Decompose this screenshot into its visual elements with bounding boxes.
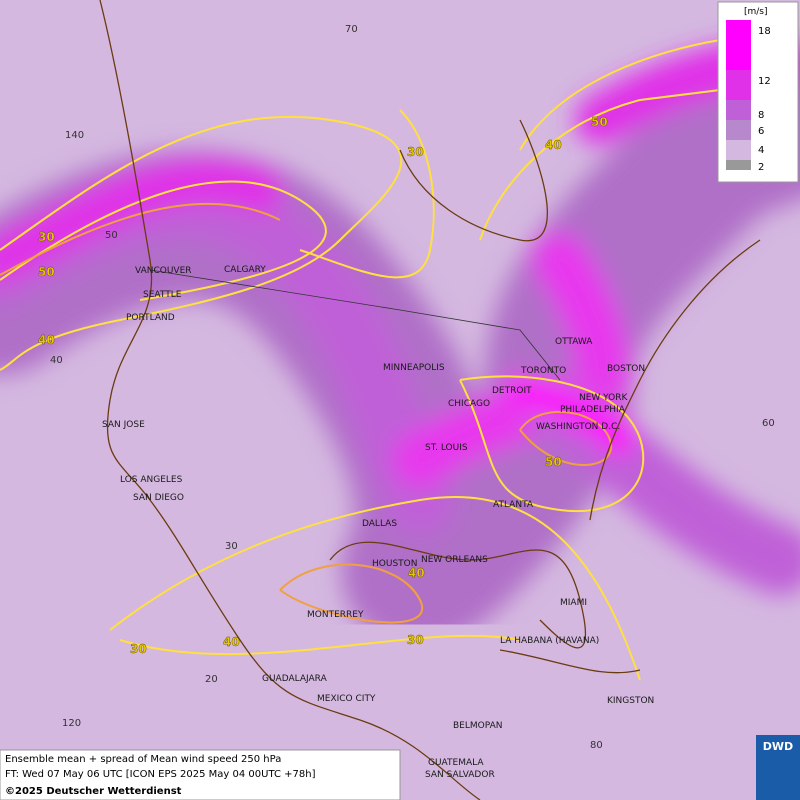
isotachs (0, 39, 721, 681)
city-label: GUADALAJARA (262, 674, 328, 684)
city-label: NEW YORK (579, 393, 629, 403)
contour-label: 30 (130, 642, 147, 656)
city-label: MIAMI (560, 598, 587, 608)
legend-label: 4 (758, 145, 764, 156)
city-label: SAN DIEGO (133, 493, 184, 503)
grid-label: 70 (345, 24, 358, 35)
legend-label: 6 (758, 126, 764, 137)
grid-label: 60 (762, 418, 775, 429)
city-label: CALGARY (224, 265, 266, 275)
contour-label: 40 (408, 566, 425, 580)
city-label: VANCOUVER (135, 266, 192, 276)
footer-time: FT: Wed 07 May 06 UTC [ICON EPS 2025 May… (5, 769, 316, 780)
city-label: SAN JOSE (102, 420, 145, 430)
legend-label: 18 (758, 26, 771, 37)
border (149, 269, 561, 381)
city-label: OTTAWA (555, 337, 593, 347)
contour-label: 40 (38, 333, 55, 347)
contour-label: 40 (223, 635, 240, 649)
grid-label: 120 (62, 718, 81, 729)
contour-label: 50 (591, 115, 608, 129)
grid-label: 30 (225, 541, 238, 552)
city-label: SAN SALVADOR (425, 770, 495, 780)
city-label: TORONTO (520, 366, 566, 376)
city-label: NEW ORLEANS (421, 555, 488, 565)
city-label: MEXICO CITY (317, 694, 376, 704)
logo-text: DWD (763, 740, 793, 753)
grid-label: 140 (65, 130, 84, 141)
city-label: KINGSTON (607, 696, 654, 706)
contour-label: 50 (545, 455, 562, 469)
contour-label: 50 (38, 265, 55, 279)
isotachs-50 (0, 202, 613, 624)
logo-box (756, 735, 800, 800)
legend-label: 12 (758, 76, 771, 87)
legend-label: 8 (758, 110, 764, 121)
city-label: PORTLAND (126, 313, 175, 323)
contour-label: 30 (38, 230, 55, 244)
city-label: ST. LOUIS (425, 443, 468, 453)
footer-title: Ensemble mean + spread of Mean wind spee… (5, 754, 281, 765)
city-label: LA HABANA (HAVANA) (500, 636, 599, 646)
grid-label: 80 (590, 740, 603, 751)
grid-label: 20 (205, 674, 218, 685)
grid-label: 40 (50, 355, 63, 366)
city-label: BELMOPAN (453, 721, 502, 731)
city-label: GUATEMALA (428, 758, 484, 768)
coastlines (99, 0, 761, 800)
contour-label: 40 (545, 138, 562, 152)
city-label: PHILADELPHIA (560, 405, 626, 415)
city-label: MONTERREY (307, 610, 364, 620)
wind-field (0, 35, 800, 649)
contour-label: 30 (407, 633, 424, 647)
city-label: DALLAS (362, 519, 397, 529)
city-label: BOSTON (607, 364, 645, 374)
city-label: HOUSTON (372, 559, 417, 569)
city-label: SEATTLE (143, 290, 182, 300)
city-label: LOS ANGELES (120, 475, 183, 485)
legend-unit: [m/s] (744, 7, 768, 17)
legend (717, 1, 799, 183)
footer-copyright: ©2025 Deutscher Wetterdienst (5, 786, 182, 797)
contour-label: 30 (407, 145, 424, 159)
city-label: DETROIT (492, 386, 532, 396)
city-label: ATLANTA (493, 500, 534, 510)
city-label: MINNEAPOLIS (383, 363, 445, 373)
city-label: WASHINGTON D.C. (536, 422, 620, 432)
footer-box (0, 749, 401, 800)
legend-label: 2 (758, 162, 764, 173)
grid-label: 50 (105, 230, 118, 241)
city-label: CHICAGO (448, 399, 490, 409)
